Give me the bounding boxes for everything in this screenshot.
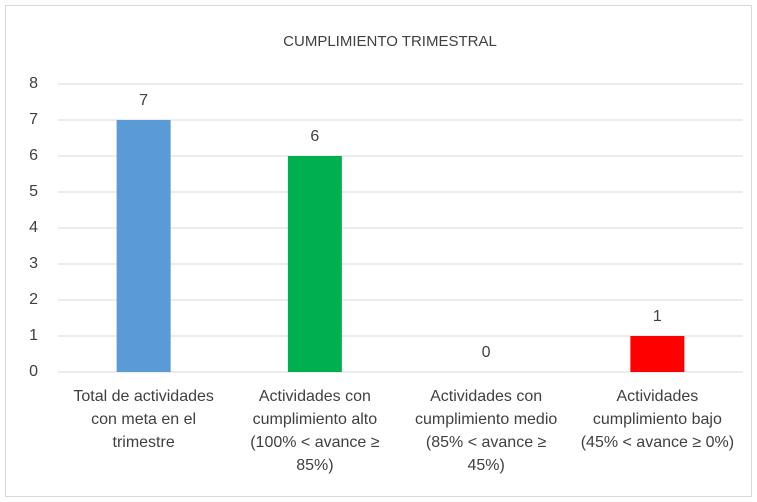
y-tick-label: 7	[29, 111, 38, 128]
x-tick-label: Actividades cumplimiento bajo (45% < ava…	[580, 388, 735, 451]
x-tick-label: Actividades con cumplimiento medio (85% …	[414, 388, 558, 474]
bar	[116, 120, 171, 372]
y-tick-label: 4	[29, 219, 38, 236]
y-tick-label: 5	[29, 183, 38, 200]
data-label: 7	[139, 92, 148, 109]
x-tick-label: Actividades con cumplimiento alto (100% …	[250, 388, 380, 474]
y-tick-label: 3	[29, 255, 38, 272]
y-tick-label: 8	[29, 75, 38, 92]
x-tick-label: Total de actividades con meta en el trim…	[73, 388, 214, 451]
y-tick-label: 1	[29, 327, 38, 344]
chart-title: CUMPLIMIENTO TRIMESTRAL	[283, 33, 497, 50]
bar	[630, 336, 685, 372]
y-tick-label: 0	[29, 363, 38, 380]
y-tick-label: 2	[29, 291, 38, 308]
data-label: 1	[653, 308, 662, 325]
y-tick-label: 6	[29, 147, 38, 164]
data-label: 0	[482, 344, 491, 361]
data-label: 6	[310, 128, 319, 145]
bar	[287, 156, 342, 372]
